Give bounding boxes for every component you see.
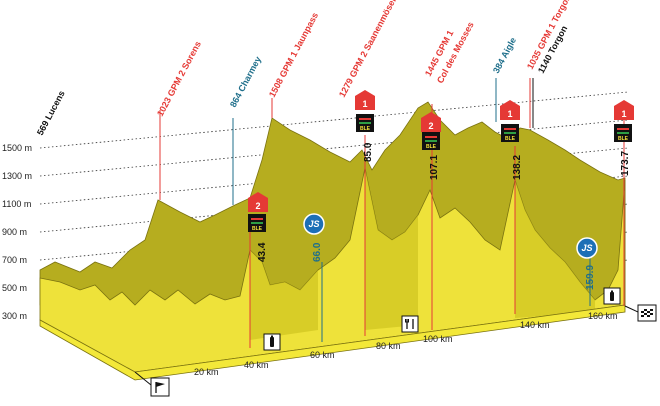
sprint-badges: JS JS (303, 213, 598, 259)
place-labels: 569 Lucens 1023 GPM 2 Sorens 864 Charmey… (35, 0, 573, 137)
distance-label: 20 km (194, 367, 219, 377)
profile-shade (515, 180, 595, 318)
distance-label: 80 km (376, 341, 401, 351)
altitude-label: 700 m (2, 255, 27, 265)
distance-label: 160 km (588, 311, 618, 321)
profile-shade (250, 250, 318, 340)
bottle-icon (603, 287, 621, 305)
km-markers: 43.4 66.0 85.0 107.1 138.2 159.9 173.7 (257, 142, 631, 290)
place-label-charmey: 864 Charmey (228, 55, 263, 109)
altitude-label: 1300 m (2, 171, 32, 181)
altitude-label: 1500 m (2, 143, 32, 153)
kom-badge-text: BLE (252, 226, 263, 232)
kom-badge-icon: BLE (614, 124, 632, 142)
kom-badge-text: BLE (360, 126, 371, 132)
start-pointer (134, 371, 152, 386)
kom-badge-text: BLE (505, 136, 516, 142)
climb-badge-shape (248, 192, 268, 212)
climb-badge-shape (614, 100, 634, 120)
place-label-aigle: 384 Aigle (491, 36, 518, 75)
sprint-badge-icon: JS (303, 213, 325, 235)
distance-label: 40 km (244, 360, 269, 370)
altitude-axis: 1500 m 1300 m 1100 m 900 m 700 m 500 m 3… (2, 143, 32, 321)
place-label-jaunpass: 1508 GPM 1 Jaunpass (267, 11, 320, 99)
altitude-label: 900 m (2, 227, 27, 237)
altitude-label: 300 m (2, 311, 27, 321)
kom-badge-icon: BLE (501, 124, 519, 142)
km-marker: 159.9 (585, 265, 596, 290)
kom-badge-icon: BLE (248, 214, 266, 232)
profile-shade (365, 168, 418, 330)
climb-badge: 1 (355, 90, 375, 110)
kom-badge-text: BLE (426, 144, 437, 150)
feed-zone-icon (401, 315, 419, 333)
km-marker: 85.0 (363, 142, 374, 162)
profile-surface (39, 101, 626, 381)
kom-badge-icon: BLE (356, 114, 374, 132)
climb-badge: 1 (500, 100, 520, 120)
baseline-pointers (134, 305, 639, 386)
km-marker: 66.0 (312, 242, 323, 262)
place-label-sorens: 1023 GPM 2 Sorens (155, 39, 203, 117)
climb-badge-category: 2 (255, 201, 260, 211)
km-marker: 173.7 (620, 151, 631, 176)
kom-badge-text: BLE (618, 136, 629, 142)
climb-badge-category: 2 (428, 121, 433, 131)
start-flag-icon (150, 377, 170, 397)
climb-badge-shape (500, 100, 520, 120)
climb-badge-category: 1 (362, 99, 367, 109)
place-label-lucens: 569 Lucens (35, 89, 67, 137)
distance-label: 140 km (520, 320, 550, 330)
climb-badge: 2 (421, 112, 441, 132)
km-marker: 43.4 (257, 242, 268, 262)
altitude-label: 500 m (2, 283, 27, 293)
altitude-label: 1100 m (2, 199, 31, 209)
finish-flag-icon (637, 304, 657, 322)
climb-badges: 2 1 2 1 1 (248, 90, 634, 212)
sprint-badge-text: JS (308, 219, 319, 229)
finish-pointer (624, 305, 639, 313)
distance-axis: 20 km 40 km 60 km 80 km 100 km 140 km 16… (194, 311, 618, 377)
climb-badge-category: 1 (507, 109, 512, 119)
km-marker: 138.2 (512, 155, 523, 180)
climb-badge-shape (355, 90, 375, 110)
climb-badge-category: 1 (621, 109, 626, 119)
climb-badge-shape (421, 112, 441, 132)
gridline-1300 (39, 119, 629, 177)
sprint-badge-text: JS (581, 243, 592, 253)
kom-badge-icon: BLE (422, 132, 440, 150)
bottom-icons (150, 287, 657, 397)
distance-label: 60 km (310, 350, 335, 360)
kom-badges: BLE BLE BLE BLE BLE (248, 114, 632, 232)
km-marker: 107.1 (429, 155, 440, 180)
place-label-saanenmoser: 1279 GPM 2 Saanenmöser (337, 0, 399, 99)
climb-badge: 2 (248, 192, 268, 212)
feed-bottle-icon (263, 333, 281, 351)
climb-badge: 1 (614, 100, 634, 120)
sprint-badge-icon: JS (576, 237, 598, 259)
distance-label: 100 km (423, 334, 453, 344)
